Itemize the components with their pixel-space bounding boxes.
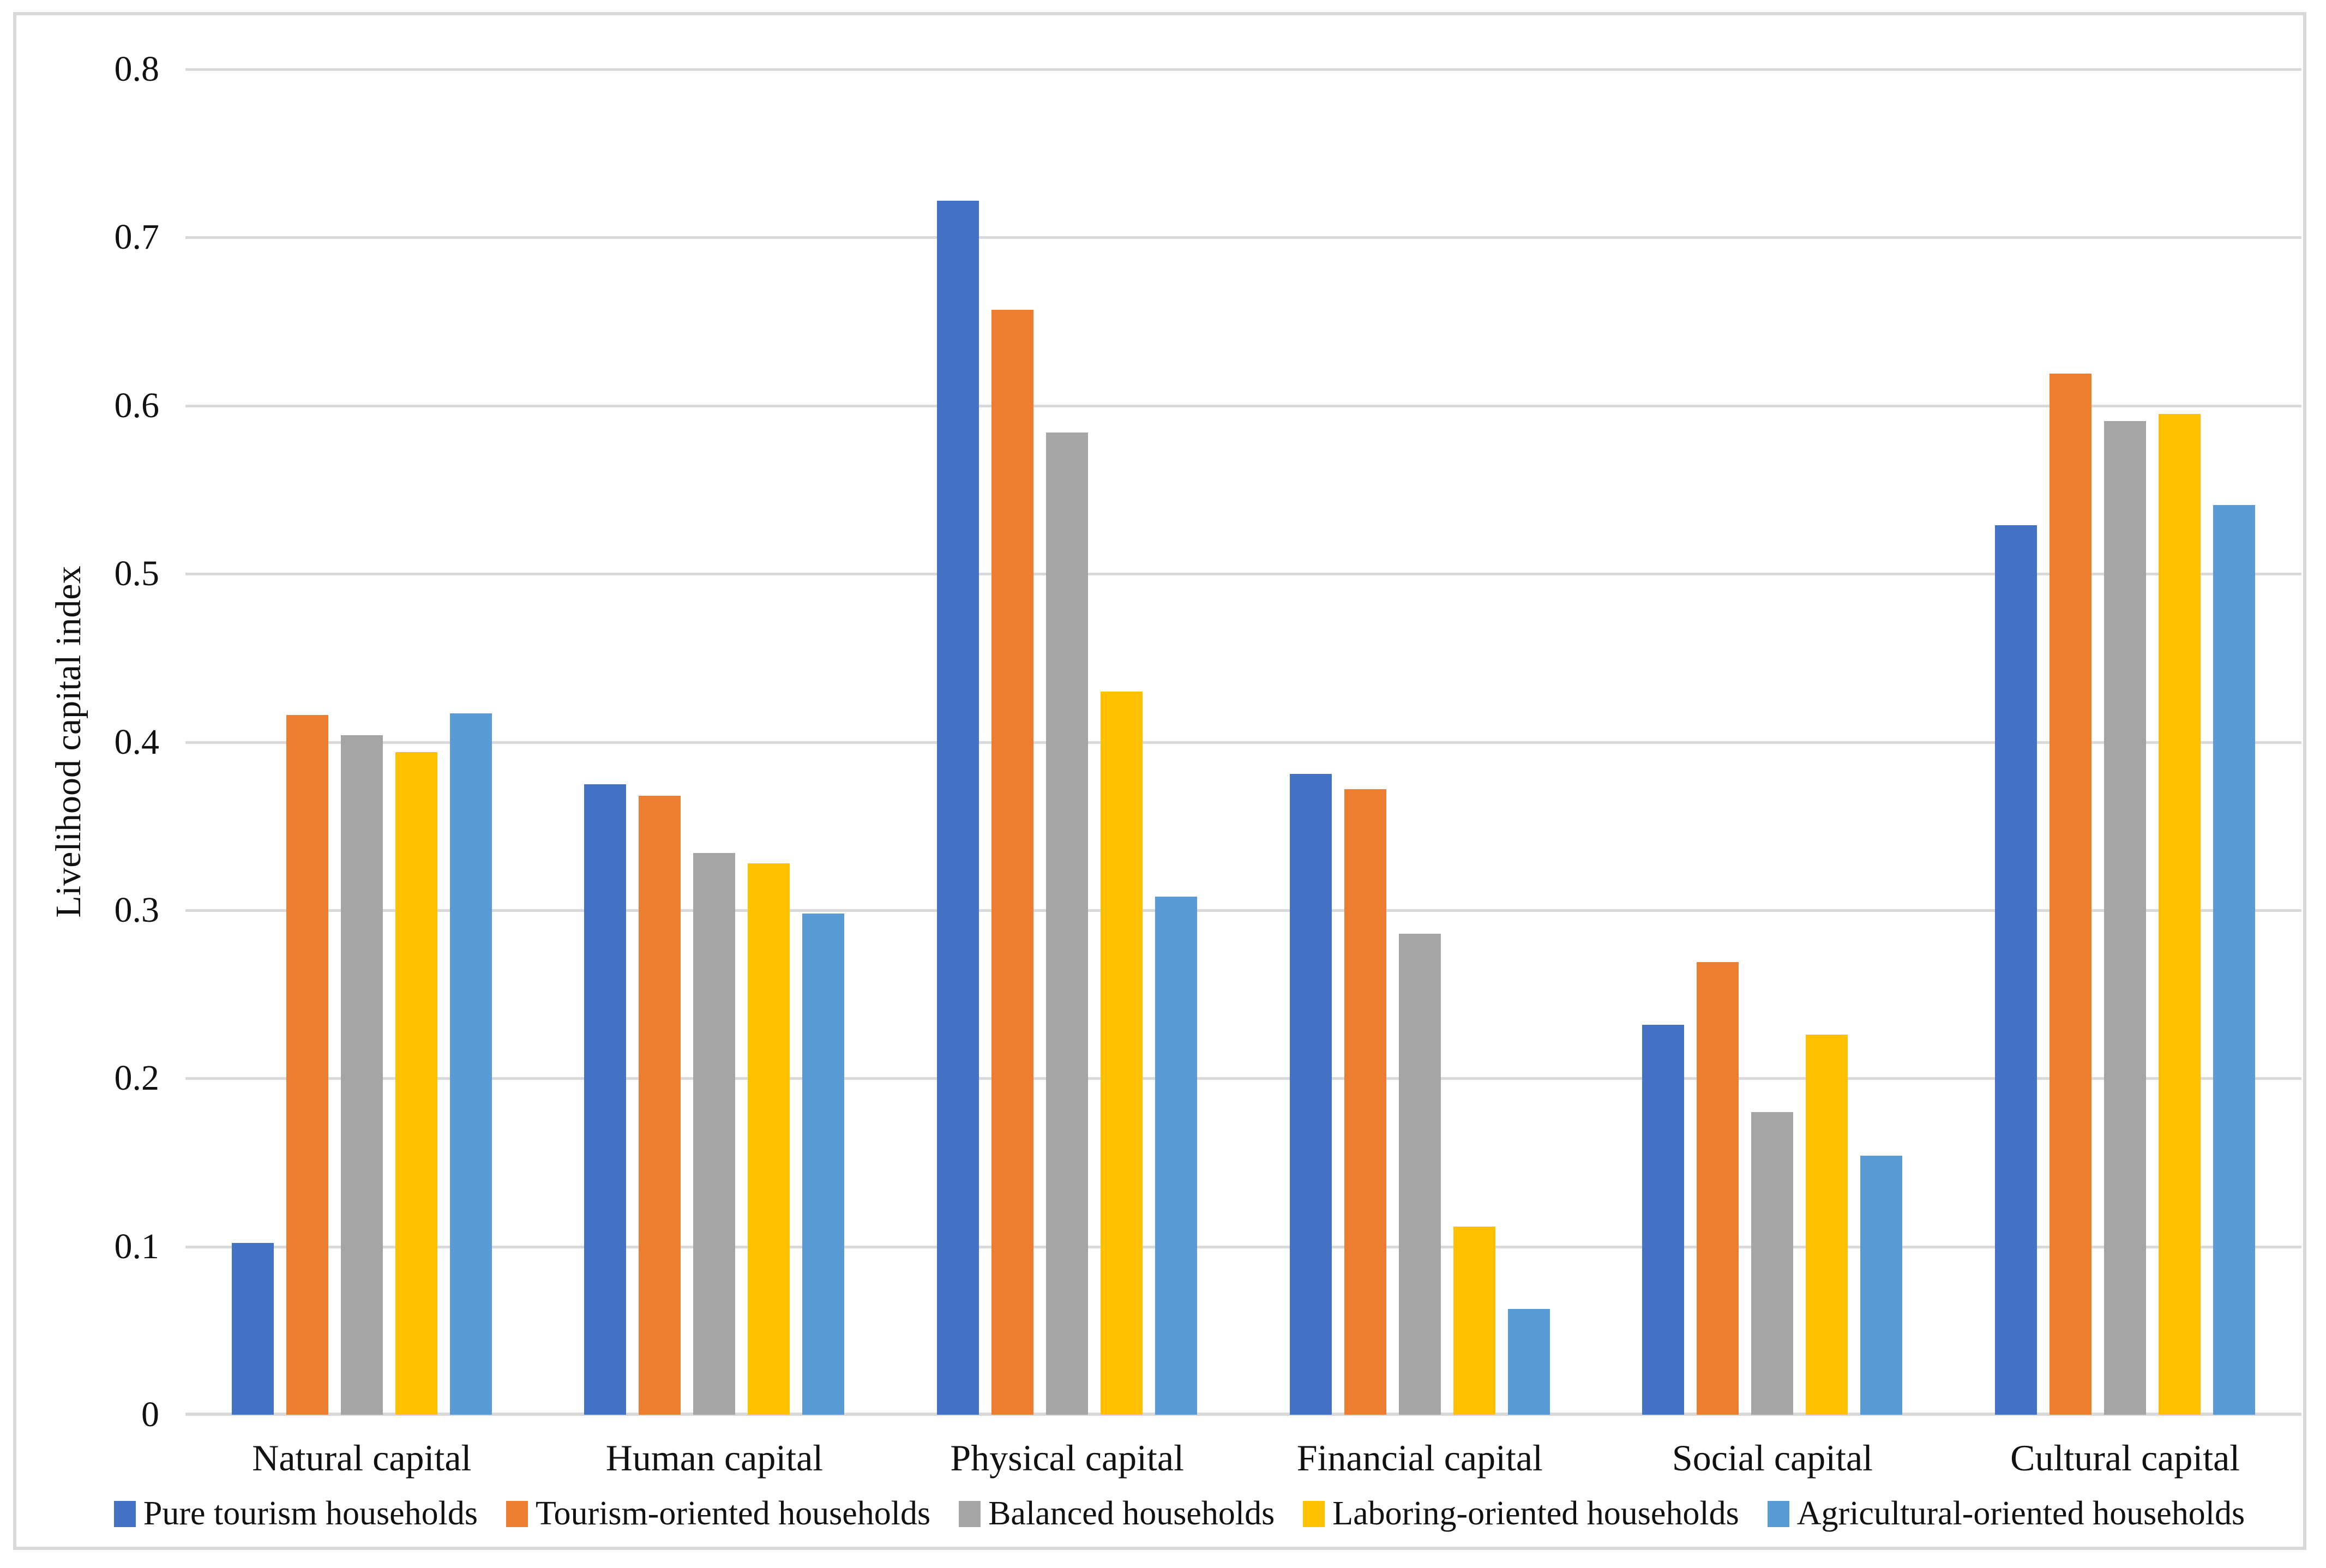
bar xyxy=(1101,692,1143,1415)
legend-label: Agricultural-oriented households xyxy=(1796,1495,2245,1532)
bar xyxy=(1751,1112,1794,1415)
gridline xyxy=(185,573,2301,576)
y-axis-tick-labels: 0.8 0.7 0.6 0.5 0.4 0.3 0.2 0.1 0 xyxy=(16,15,164,1568)
x-category-label: Cultural capital xyxy=(2010,1437,2240,1479)
legend-label: Laboring-oriented households xyxy=(1332,1495,1739,1532)
bar xyxy=(1507,1309,1550,1415)
x-category-label: Human capital xyxy=(605,1437,824,1479)
legend-item: Tourism-oriented households xyxy=(506,1494,930,1533)
bar xyxy=(1344,789,1386,1415)
x-axis-category-labels: Natural capital Human capital Physical cap… xyxy=(185,1437,2301,1497)
bar-group xyxy=(538,69,891,1415)
gridline xyxy=(185,68,2301,71)
gridline xyxy=(185,404,2301,407)
bar-group xyxy=(185,69,538,1415)
bar xyxy=(286,715,328,1415)
legend-swatch xyxy=(959,1500,981,1527)
bar-group xyxy=(891,69,1243,1415)
bar xyxy=(802,914,845,1415)
bar xyxy=(2049,374,2092,1415)
legend-swatch xyxy=(1303,1500,1325,1527)
bar xyxy=(449,713,492,1415)
bar xyxy=(639,796,681,1415)
bar xyxy=(1860,1156,1903,1415)
y-tick-label: 0.2 xyxy=(114,1058,160,1098)
y-tick-label: 0.8 xyxy=(114,49,160,89)
bar xyxy=(937,201,979,1415)
bar xyxy=(2159,414,2201,1415)
legend-swatch xyxy=(506,1500,528,1527)
bar xyxy=(1046,432,1089,1415)
plot-area xyxy=(185,68,2301,1416)
bar-group xyxy=(1949,69,2301,1415)
legend-item: Laboring-oriented households xyxy=(1303,1494,1739,1533)
y-tick-label: 0.3 xyxy=(114,890,160,930)
legend-item: Balanced households xyxy=(959,1494,1275,1533)
bar xyxy=(1453,1227,1495,1415)
x-category-label: Financial capital xyxy=(1296,1437,1543,1479)
gridline xyxy=(185,909,2301,912)
legend: Pure tourism households Tourism-oriented … xyxy=(16,1494,2326,1533)
bar xyxy=(584,784,627,1415)
bar xyxy=(1806,1035,1848,1415)
bar xyxy=(2213,505,2256,1415)
bar xyxy=(1697,962,1739,1415)
legend-swatch xyxy=(1767,1500,1789,1527)
bar-group xyxy=(1596,69,1949,1415)
x-category-label: Natural capital xyxy=(252,1437,472,1479)
legend-label: Tourism-oriented households xyxy=(536,1495,931,1532)
bar xyxy=(991,310,1034,1415)
bar xyxy=(2104,421,2147,1415)
gridline xyxy=(185,236,2301,239)
gridline xyxy=(185,741,2301,744)
gridline xyxy=(185,1077,2301,1080)
legend-item: Agricultural-oriented households xyxy=(1767,1494,2245,1533)
bar xyxy=(748,863,790,1415)
chart-frame: Livelihood capital index 0.8 0.7 0.6 0.5 0.4… xyxy=(13,12,2306,1550)
y-tick-label: 0.5 xyxy=(114,554,160,594)
y-tick-label: 0 xyxy=(141,1395,159,1434)
bar xyxy=(1398,934,1441,1415)
x-category-label: Social capital xyxy=(1672,1437,1873,1479)
legend-label: Balanced households xyxy=(988,1495,1275,1532)
bar xyxy=(395,752,437,1415)
legend-item: Pure tourism households xyxy=(113,1494,478,1533)
x-axis-baseline xyxy=(185,1413,2301,1416)
legend-swatch xyxy=(113,1500,136,1527)
bar xyxy=(1642,1025,1685,1415)
bar xyxy=(1155,897,1198,1415)
y-tick-label: 0.1 xyxy=(114,1226,160,1266)
bar xyxy=(231,1243,274,1415)
bar xyxy=(693,853,736,1415)
y-tick-label: 0.6 xyxy=(114,385,160,425)
bar-group xyxy=(1243,69,1596,1415)
x-category-label: Physical capital xyxy=(950,1437,1184,1479)
bar xyxy=(1289,774,1332,1415)
gridline xyxy=(185,1245,2301,1248)
legend-label: Pure tourism households xyxy=(143,1495,478,1532)
bar xyxy=(340,735,383,1415)
y-tick-label: 0.4 xyxy=(114,722,160,762)
bar xyxy=(1995,525,2037,1415)
y-tick-label: 0.7 xyxy=(114,217,160,257)
